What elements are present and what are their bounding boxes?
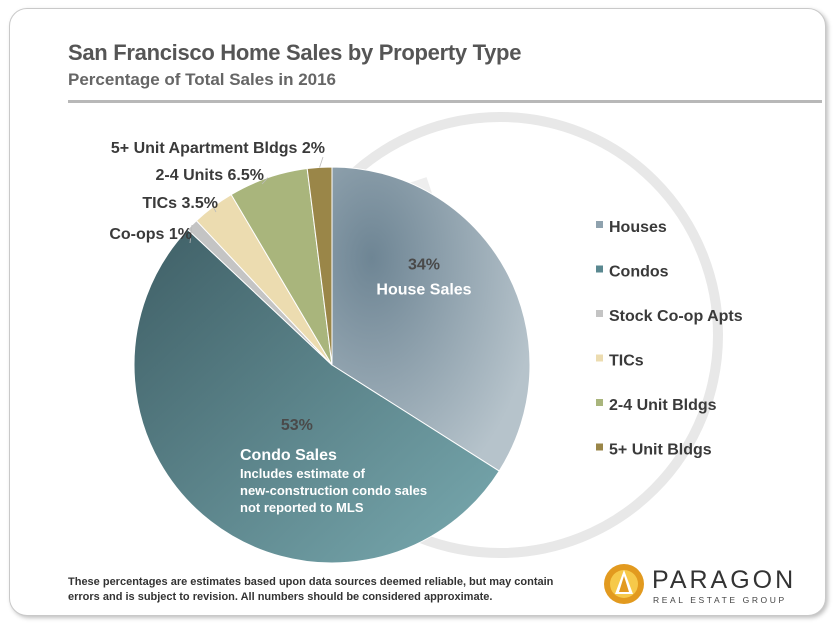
label-houses-text: House Sales xyxy=(376,281,471,298)
legend-swatch-condos xyxy=(596,265,603,273)
legend-label-condos: Condos xyxy=(609,264,669,281)
logo-tagline: REAL ESTATE GROUP xyxy=(653,595,787,605)
label-2-4-unit-bldgs: 2-4 Units 6.5% xyxy=(156,167,264,184)
legend-swatch-stock-co-op-apts xyxy=(596,310,603,317)
label-stock-co-op-apts: Co-ops 1% xyxy=(109,226,192,243)
paragon-logo-icon xyxy=(604,564,644,604)
label-5-unit-bldgs: 5+ Unit Apartment Bldgs 2% xyxy=(111,140,325,157)
legend: Houses Condos Stock Co-op Apts TICs 2-4 Unit… xyxy=(596,219,743,459)
leader-line-stock-co-op-apts xyxy=(189,224,193,244)
label-condos-note: Includes estimate of new-construction con… xyxy=(240,466,427,515)
logo-wordmark: PARAGON xyxy=(652,566,797,594)
label-condos-pct: 53% xyxy=(281,417,313,434)
leader-line-2-4-unit-bldgs xyxy=(261,177,269,185)
label-condos-text: Condo Sales xyxy=(240,447,337,464)
legend-label-5-unit-bldgs: 5+ Unit Bldgs xyxy=(609,442,712,459)
legend-label-2-4-unit-bldgs: 2-4 Unit Bldgs xyxy=(609,397,717,414)
chart-subtitle: Percentage of Total Sales in 2016 xyxy=(68,70,337,89)
legend-swatch-2-4-unit-bldgs xyxy=(596,399,603,406)
pie-slice-condos xyxy=(133,228,500,564)
legend-swatch-houses xyxy=(596,221,603,228)
legend-label-stock-co-op-apts: Stock Co-op Apts xyxy=(609,308,743,325)
pie-slices xyxy=(133,166,531,564)
label-houses-pct: 34% xyxy=(408,256,440,273)
legend-label-tics: TICs xyxy=(609,353,644,370)
legend-label-houses: Houses xyxy=(609,219,667,236)
chart-title: San Francisco Home Sales by Property Typ… xyxy=(68,40,522,65)
pie-slice-5-unit-bldgs xyxy=(306,166,333,366)
paragon-logo: PARAGON REAL ESTATE GROUP xyxy=(602,562,812,610)
slice-labels: 34% House Sales 53% Condo Sales Includes est… xyxy=(109,140,471,515)
label-tics: TICs 3.5% xyxy=(142,195,218,212)
leader-line-5-unit-bldgs xyxy=(319,156,324,168)
legend-swatch-5-unit-bldgs xyxy=(596,443,603,451)
footnote: These percentages are estimates based up… xyxy=(68,576,554,603)
title-divider xyxy=(68,100,822,103)
leader-lines xyxy=(189,156,324,244)
pie-slice-houses xyxy=(331,166,531,472)
leader-line-tics xyxy=(212,206,217,213)
legend-swatch-tics xyxy=(596,354,603,362)
